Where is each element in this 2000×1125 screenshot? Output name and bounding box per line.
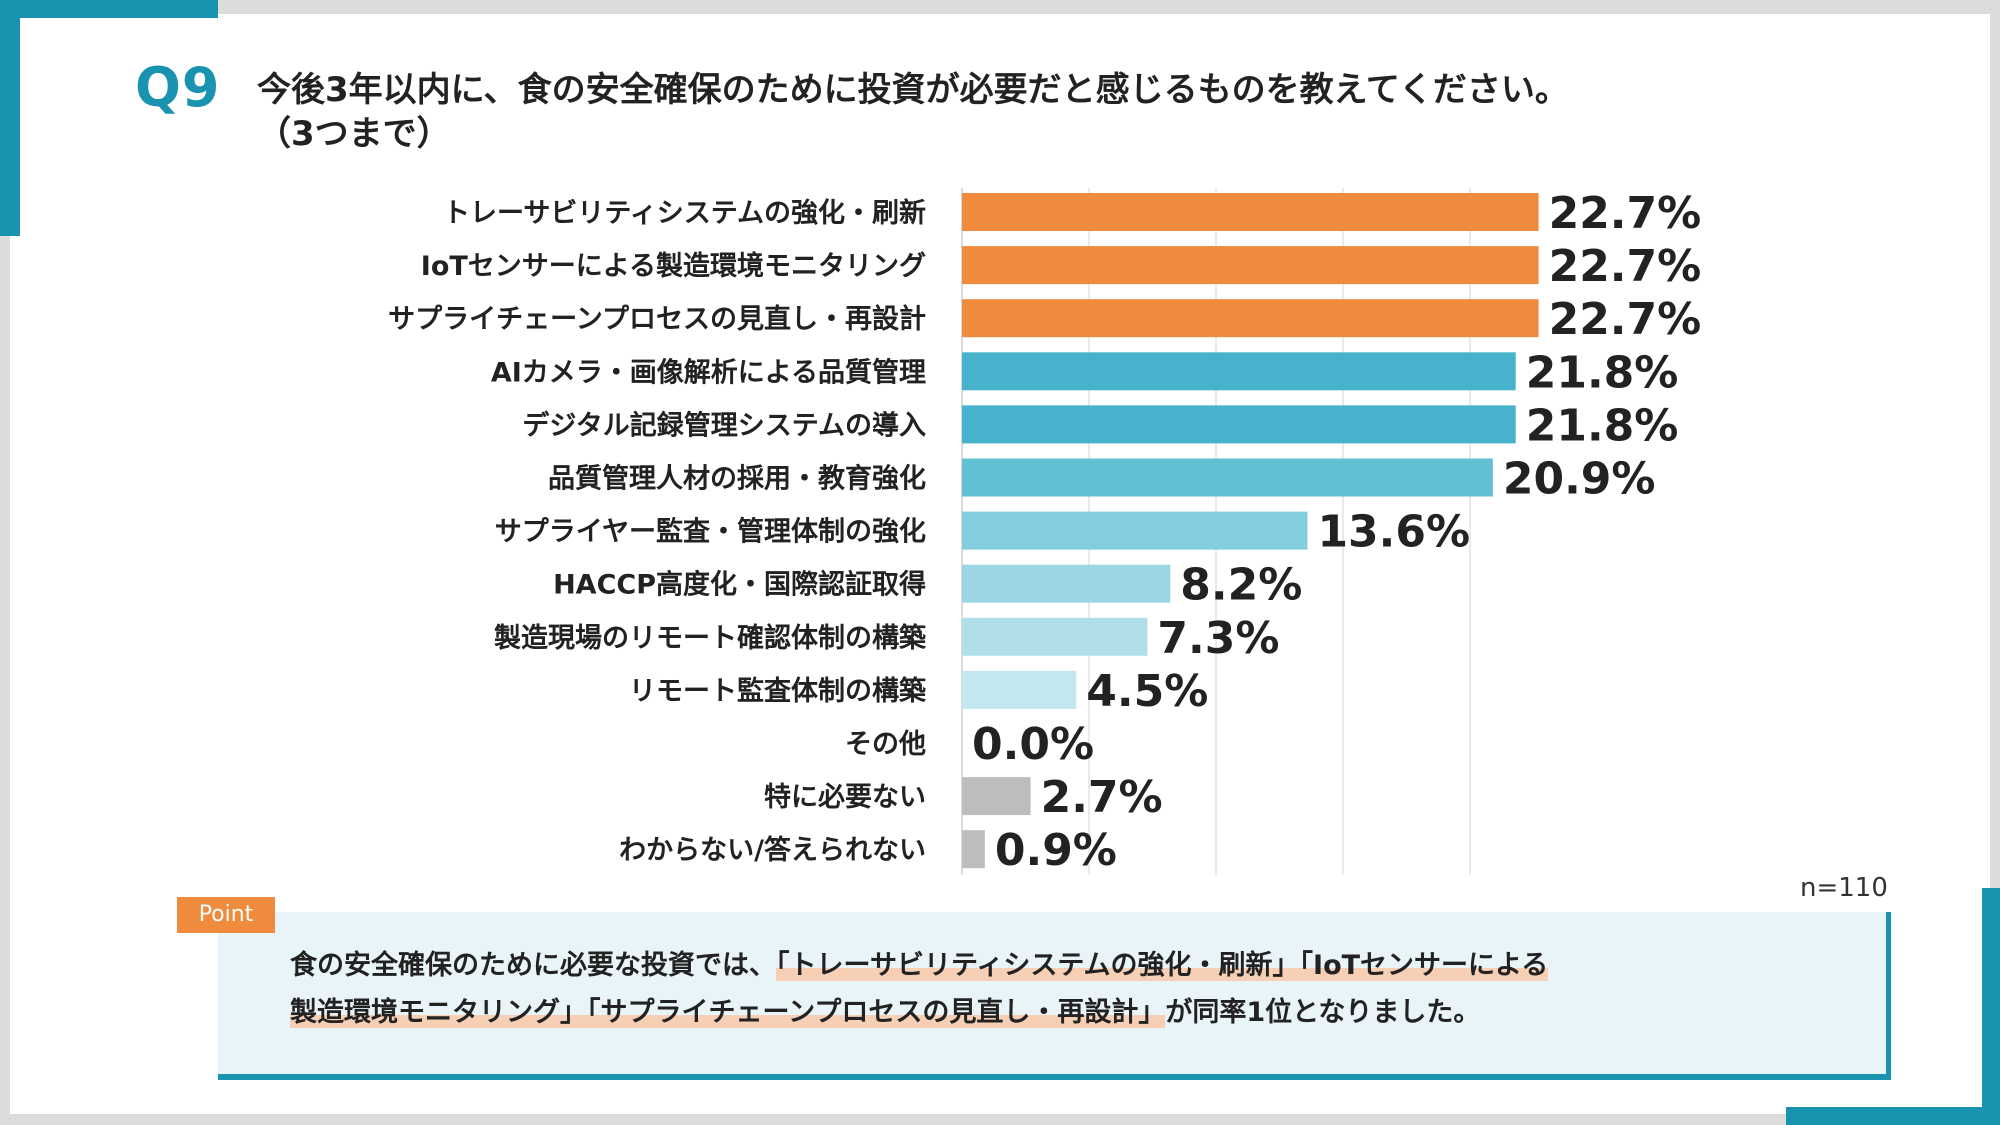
accent-bar-bottom-right — [1786, 1107, 2000, 1125]
question-title: 今後3年以内に、食の安全確保のために投資が必要だと感じるものを教えてください。 — [257, 70, 1569, 110]
value-label: 13.6% — [1317, 507, 1470, 558]
accent-bar-right — [1982, 888, 2000, 1125]
bar — [962, 830, 985, 869]
bar — [962, 405, 1516, 444]
category-label: IoTセンサーによる製造環境モニタリング — [421, 250, 926, 282]
point-line-2: 製造環境モニタリング」「サプライチェーンプロセスの見直し・再設計」が同率1位とな… — [290, 990, 1480, 1029]
bar — [962, 246, 1539, 285]
point-highlight: 製造環境モニタリング」「サプライチェーンプロセスの見直し・再設計」 — [290, 997, 1166, 1028]
labels: トレーサビリティシステムの強化・刷新 22.7% IoTセンサーによる製造環境モニタ… — [388, 188, 1701, 876]
point-highlight: 「トレーサビリティシステムの強化・刷新」「IoTセンサーによる — [776, 950, 1549, 981]
bars — [962, 193, 1539, 869]
bar — [962, 511, 1308, 550]
value-label: 22.7% — [1549, 241, 1702, 292]
point-box — [218, 912, 1891, 1080]
category-label: HACCP高度化・国際認証取得 — [553, 569, 926, 601]
value-label: 22.7% — [1549, 294, 1702, 345]
question-number: Q9 — [135, 56, 221, 119]
category-label: 製造現場のリモート確認体制の構築 — [494, 622, 927, 654]
value-label: 0.9% — [995, 825, 1117, 876]
category-label: サプライチェーンプロセスの見直し・再設計 — [388, 303, 926, 335]
bar — [962, 299, 1539, 338]
sample-size: n=110 — [1800, 873, 1888, 903]
category-label: その他 — [845, 729, 926, 760]
value-label: 7.3% — [1157, 613, 1279, 664]
value-label: 22.7% — [1549, 188, 1702, 239]
category-label: AIカメラ・画像解析による品質管理 — [491, 357, 926, 388]
category-label: サプライヤー監査・管理体制の強化 — [495, 517, 926, 548]
value-label: 0.0% — [972, 719, 1094, 770]
category-label: わからない/答えられない — [619, 834, 926, 866]
value-label: 8.2% — [1180, 560, 1302, 611]
category-label: デジタル記録管理システムの導入 — [522, 409, 926, 441]
point-line-1: 食の安全確保のために必要な投資では、「トレーサビリティシステムの強化・刷新」「I… — [290, 943, 1549, 982]
value-label: 4.5% — [1086, 666, 1208, 717]
bar — [962, 352, 1516, 391]
category-label: 品質管理人材の採用・教育強化 — [548, 463, 926, 495]
question-subtitle: （3つまで） — [257, 114, 451, 154]
bar — [962, 564, 1171, 603]
bar — [962, 617, 1148, 656]
bar — [962, 670, 1077, 709]
value-label: 21.8% — [1526, 400, 1679, 451]
value-label: 21.8% — [1526, 347, 1679, 398]
category-label: 特に必要ない — [764, 782, 926, 813]
bar — [962, 777, 1031, 816]
value-label: 2.7% — [1041, 772, 1163, 823]
accent-bar-left — [0, 0, 20, 236]
category-label: リモート監査体制の構築 — [629, 675, 927, 707]
point-badge: Point — [177, 897, 275, 933]
point-text: が同率1位となりました。 — [1165, 997, 1481, 1028]
accent-bar-top-left — [0, 0, 218, 18]
bar — [962, 458, 1493, 497]
category-label: トレーサビリティシステムの強化・刷新 — [443, 197, 926, 229]
bar — [962, 193, 1539, 231]
value-label: 20.9% — [1503, 454, 1656, 505]
point-text: 食の安全確保のために必要な投資では、 — [290, 950, 776, 981]
